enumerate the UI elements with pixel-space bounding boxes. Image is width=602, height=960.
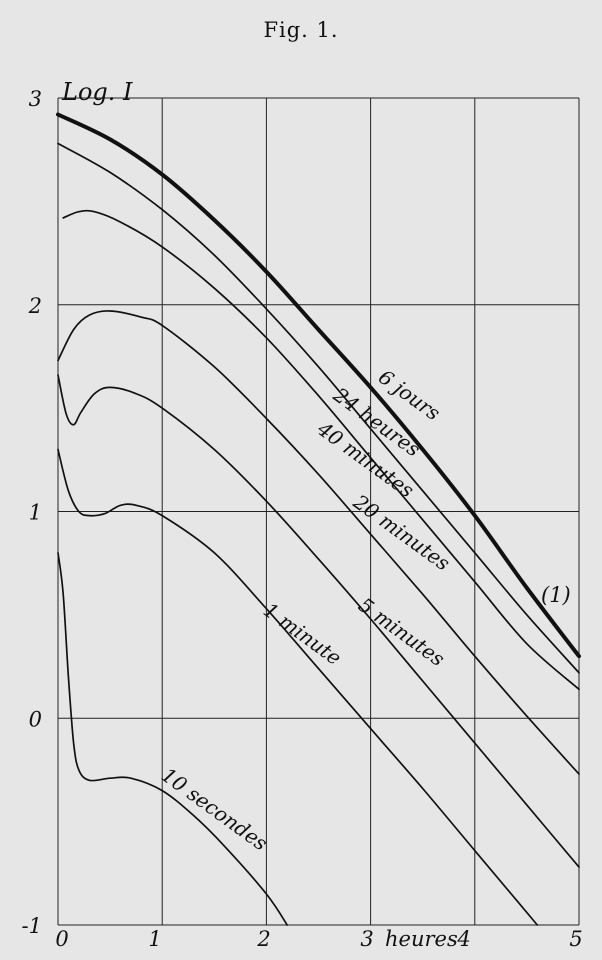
y-axis-label: Log. I [61,78,133,106]
y-tick-1: 2 [28,294,42,318]
series-line-2 [62,209,580,691]
chart-series [56,112,581,926]
series-line-6 [57,551,289,926]
series-label-6: 10 secondes [157,763,272,856]
figure-title: Fig. 1. [263,18,339,42]
x-tick-2: 2 [256,927,270,951]
chart-grid [57,97,580,926]
y-tick-4: -1 [22,914,42,938]
series-label-4: 5 minutes [354,593,449,671]
series-line-0 [56,112,581,659]
y-tick-3: 0 [29,707,42,731]
series-line-5 [57,448,539,926]
series-label-3: 20 minutes [348,489,454,575]
x-tick-3: 3 [360,927,373,951]
y-tick-2: 1 [29,501,42,525]
x-tick-5: 5 [569,927,582,951]
x-tick-0: 0 [55,927,68,951]
y-tick-0: 3 [29,87,42,111]
x-tick-1: 1 [148,927,161,951]
x-tick-4: 4 [456,927,470,951]
series-label-5: 1 minute [259,598,346,670]
series-line-3 [57,310,580,775]
annotation-1: (1) [541,583,571,607]
x-axis-label: heures [385,927,458,951]
series-line-4 [57,374,580,868]
series-line-1 [57,142,580,674]
chart-ticks: 0 1 2 3 4 5 3 2 1 0 -1 [22,87,583,951]
